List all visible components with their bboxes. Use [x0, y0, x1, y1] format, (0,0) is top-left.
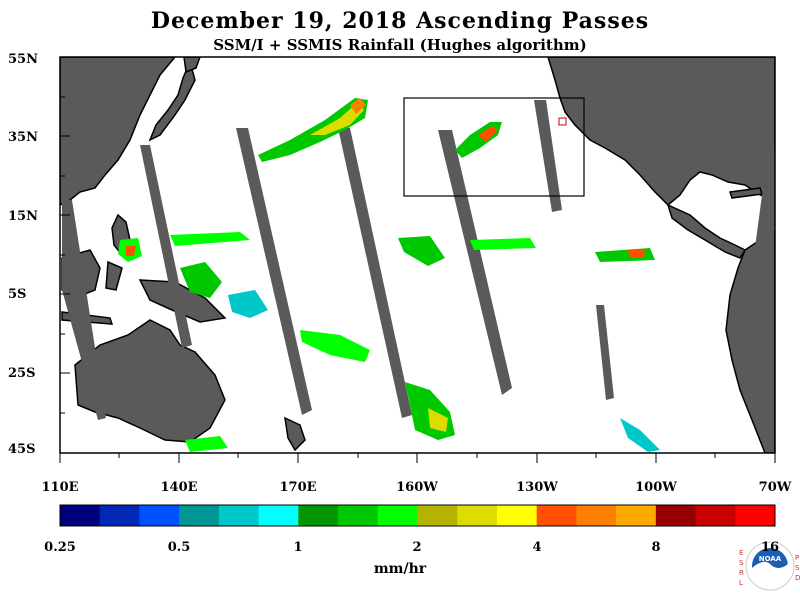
colorbar-units: mm/hr	[373, 561, 427, 577]
lat-label-15n: 15N	[8, 209, 38, 224]
colorbar-cell-10	[417, 505, 458, 526]
colorbar-cell-17	[695, 505, 736, 526]
colorbar-cell-6	[258, 505, 299, 526]
logo-letters-right: P S D	[795, 554, 800, 582]
logo-letter-s2: S	[795, 564, 800, 572]
region-highlight-box	[403, 97, 585, 197]
logo-letter-e: E	[739, 549, 743, 557]
colorbar-cell-18	[735, 505, 776, 526]
lat-label-45s: 45S	[8, 442, 36, 457]
colorbar-frame	[59, 504, 776, 527]
lat-label-35n: 35N	[8, 130, 38, 145]
logo-letter-d: D	[795, 574, 800, 582]
map-title: December 19, 2018 Ascending Passes	[150, 8, 650, 34]
swath-gap-7	[740, 150, 775, 405]
rainfall-patches	[118, 98, 660, 452]
colorbar-cell-9	[377, 505, 418, 526]
colorbar-label-4: 4	[532, 540, 542, 555]
colorbar-cell-14	[576, 505, 617, 526]
lon-label-140e: 140E	[160, 480, 198, 495]
logo-letter-r: R	[739, 569, 744, 577]
colorbar-label-1: 1	[293, 540, 303, 555]
lon-label-160w: 160W	[396, 480, 438, 495]
rain-cluster-itcz-central	[398, 236, 445, 266]
colorbar-cell-4	[179, 505, 220, 526]
logo-letter-p: P	[795, 554, 799, 562]
colorbar-cell-15	[616, 505, 657, 526]
lon-label-170e: 170E	[279, 480, 317, 495]
central-america	[666, 203, 747, 259]
swath-gap-3	[338, 128, 412, 418]
colorbar-cell-13	[536, 505, 577, 526]
rain-cluster-philippines-core	[126, 246, 136, 256]
new-zealand	[284, 416, 306, 452]
swath-gap-1	[140, 145, 192, 348]
caribbean-islands	[729, 187, 763, 199]
swath-gap-5	[534, 100, 562, 212]
rain-band-northwest-pacific-core	[310, 102, 364, 135]
logo-letters-left: E S R L	[739, 549, 744, 587]
rain-cluster-south-tasman	[185, 436, 228, 452]
lat-label-55n: 55N	[8, 52, 38, 67]
colorbar-label-8: 8	[651, 540, 661, 555]
rain-cluster-solomon	[228, 290, 268, 318]
rain-band-northwest-pacific-peak	[350, 98, 366, 114]
swath-gap-6	[596, 305, 614, 400]
rain-cluster-itcz-west	[170, 232, 250, 246]
rain-cluster-itcz-east-core	[628, 250, 645, 258]
map-subtitle: SSM/I + SSMIS Rainfall (Hughes algorithm…	[213, 36, 587, 54]
rain-band-northwest-pacific	[258, 98, 368, 162]
sulawesi-island	[105, 260, 123, 291]
lon-ticks	[59, 453, 776, 463]
noaa-logo-text: NOAA	[759, 555, 782, 563]
rain-cluster-itcz-central-2	[470, 238, 536, 250]
swath-gap-2	[236, 128, 312, 415]
colorbar-label-0-5: 0.5	[167, 540, 191, 555]
lon-label-100w: 100W	[635, 480, 677, 495]
hokkaido-island	[183, 57, 201, 74]
japan-island	[148, 59, 196, 142]
lat-label-5s: 5S	[8, 287, 27, 302]
colorbar-label-2: 2	[412, 540, 422, 555]
map-frame	[59, 56, 776, 454]
colorbar-label-16: 16	[760, 540, 780, 555]
colorbar-cell-11	[457, 505, 498, 526]
colorbar-cell-12	[496, 505, 538, 526]
colorbar-label-0-25: 0.25	[44, 540, 76, 555]
lon-label-110e: 110E	[41, 480, 79, 495]
australia-continent	[74, 319, 226, 443]
rain-cluster-spcz	[300, 330, 370, 362]
location-marker	[558, 117, 567, 126]
colorbar-cell-3	[139, 505, 180, 526]
logo-letter-l: L	[739, 579, 743, 587]
rain-band-northeast-pacific-core	[478, 126, 498, 142]
rain-cluster-coral-sea	[180, 262, 222, 298]
lat-label-25s: 25S	[8, 366, 36, 381]
colorbar-cell-8	[338, 505, 379, 526]
colorbar-cell-16	[655, 505, 697, 526]
lon-label-130w: 130W	[516, 480, 558, 495]
rain-cluster-southeast-pacific	[620, 418, 660, 452]
colorbar-cell-2	[99, 505, 140, 526]
colorbar-cell-7	[298, 505, 339, 526]
colorbar-cell-5	[218, 505, 260, 526]
lat-ticks	[60, 56, 70, 414]
colorbar	[60, 505, 776, 526]
rain-cluster-south-pacific-core	[428, 408, 448, 432]
noaa-logo: NOAA	[745, 541, 795, 591]
colorbar-cell-1	[60, 505, 101, 526]
logo-letter-s: S	[739, 559, 744, 567]
swath-gap-8	[62, 200, 106, 420]
lon-label-70w: 70W	[758, 480, 792, 495]
